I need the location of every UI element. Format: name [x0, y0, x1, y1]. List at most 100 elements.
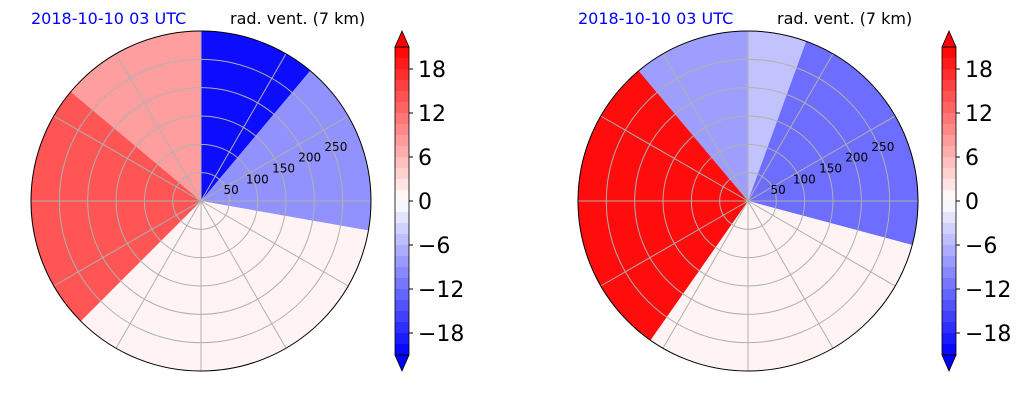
data-sector [80, 201, 369, 372]
colorbar-segment [395, 58, 409, 70]
colorbar-segment [395, 91, 409, 103]
colorbar-segment [395, 256, 409, 268]
colorbar-segment [942, 135, 956, 147]
colorbar-segment [395, 212, 409, 224]
colorbar-segment [942, 47, 956, 59]
colorbar-segment [942, 322, 956, 334]
data-sector [650, 201, 913, 372]
colorbar-segment [942, 69, 956, 81]
colorbar-segment [942, 168, 956, 180]
colorbar-tick-label: 12 [965, 102, 993, 127]
grid-ring [58, 58, 344, 344]
colorbar-tick-label: −6 [418, 234, 450, 259]
colorbar-tick-label: −18 [418, 322, 464, 347]
colorbar-tick-label: 18 [965, 58, 993, 83]
colorbar-segment [395, 333, 409, 345]
colorbar-segment [942, 289, 956, 301]
colorbar-segment [395, 322, 409, 334]
chart-title-time: 2018-10-10 03 UTC [578, 9, 734, 28]
grid-ring [634, 87, 862, 315]
colorbar-segment [942, 201, 956, 213]
polar-grid [578, 31, 918, 371]
colorbar-segment [942, 179, 956, 191]
colorbar-extend-max [394, 30, 410, 48]
colorbar-segment [395, 267, 409, 279]
colorbar-tick-label: 6 [965, 146, 979, 171]
colorbar-segment [395, 201, 409, 213]
data-sector [748, 31, 807, 201]
data-sector [201, 70, 372, 231]
colorbar-segment [942, 212, 956, 224]
radial-tick-label: 150 [272, 161, 295, 175]
colorbar-segment [395, 190, 409, 202]
colorbar-segment [395, 157, 409, 169]
data-sector [70, 30, 202, 201]
grid-ring [115, 115, 287, 287]
colorbar-segment [395, 113, 409, 125]
radar-panel-left: 2018-10-10 03 UTC rad. vent. (7 km) 50 10… [30, 9, 464, 372]
colorbar-segment [395, 223, 409, 235]
colorbar-segment [942, 146, 956, 158]
colorbar-tick-label: −12 [418, 278, 464, 303]
colorbar-segment [942, 267, 956, 279]
colorbar-segment [395, 289, 409, 301]
colorbar-tick-label: 6 [418, 146, 432, 171]
radial-tick-label: 150 [819, 161, 842, 175]
colorbar-segment [942, 234, 956, 246]
data-sector [201, 31, 311, 201]
polar-grid [31, 31, 371, 371]
colorbar-segment [942, 102, 956, 114]
colorbar-segment [942, 58, 956, 70]
data-sector [638, 31, 748, 201]
plot-outline [577, 30, 919, 372]
colorbar-segment [395, 300, 409, 312]
colorbar-segment [395, 80, 409, 92]
grid-ring [690, 143, 806, 259]
colorbar-segment [942, 278, 956, 290]
colorbar-segment [942, 256, 956, 268]
colorbar-segment [395, 124, 409, 136]
colorbar-tick-label: 0 [965, 190, 979, 215]
colorbar-segment [395, 179, 409, 191]
colorbar-tick-label: 18 [418, 58, 446, 83]
colorbar-tick-label: 0 [418, 190, 432, 215]
chart-title-field: rad. vent. (7 km) [230, 9, 366, 28]
grid-ring [87, 87, 315, 315]
colorbar-extend-max [941, 30, 957, 48]
colorbar-segment [942, 190, 956, 202]
colorbar-segment [942, 91, 956, 103]
colorbar-segment [395, 234, 409, 246]
radial-tick-label: 250 [324, 140, 347, 154]
colorbar-tick-label: −12 [965, 278, 1011, 303]
colorbar-tick-label: 12 [418, 102, 446, 127]
colorbar-segment [395, 47, 409, 59]
chart-title-time: 2018-10-10 03 UTC [31, 9, 187, 28]
colorbar-segment [942, 344, 956, 356]
grid-ring [662, 115, 834, 287]
colorbar-segment [942, 157, 956, 169]
colorbar-segment [395, 69, 409, 81]
colorbar-extend-min [394, 354, 410, 372]
colorbar-segment [395, 146, 409, 158]
radar-panel-right: 2018-10-10 03 UTC rad. vent. (7 km) 50 10… [547, 0, 1028, 401]
radial-tick-label: 100 [793, 172, 816, 186]
data-sectors [30, 30, 372, 372]
radial-tick-label: 250 [871, 140, 894, 154]
colorbar-tick-label: −18 [965, 322, 1011, 347]
radial-tick-label: 100 [246, 172, 269, 186]
grid-ring [605, 58, 891, 344]
radial-tick-label: 50 [224, 183, 239, 197]
colorbar-segment [395, 311, 409, 323]
colorbar-extend-min [941, 354, 957, 372]
grid-ring [719, 172, 777, 230]
radial-tick-label: 200 [298, 151, 321, 165]
colorbar: 18 12 6 0 −6 −12 −18 [394, 30, 464, 372]
radial-tick-label: 200 [845, 151, 868, 165]
colorbar: 18 12 6 0 −6 −12 −18 [941, 30, 1011, 372]
colorbar-segment [942, 333, 956, 345]
plot-outline [30, 30, 372, 372]
grid-ring [172, 172, 230, 230]
colorbar-segment [942, 311, 956, 323]
